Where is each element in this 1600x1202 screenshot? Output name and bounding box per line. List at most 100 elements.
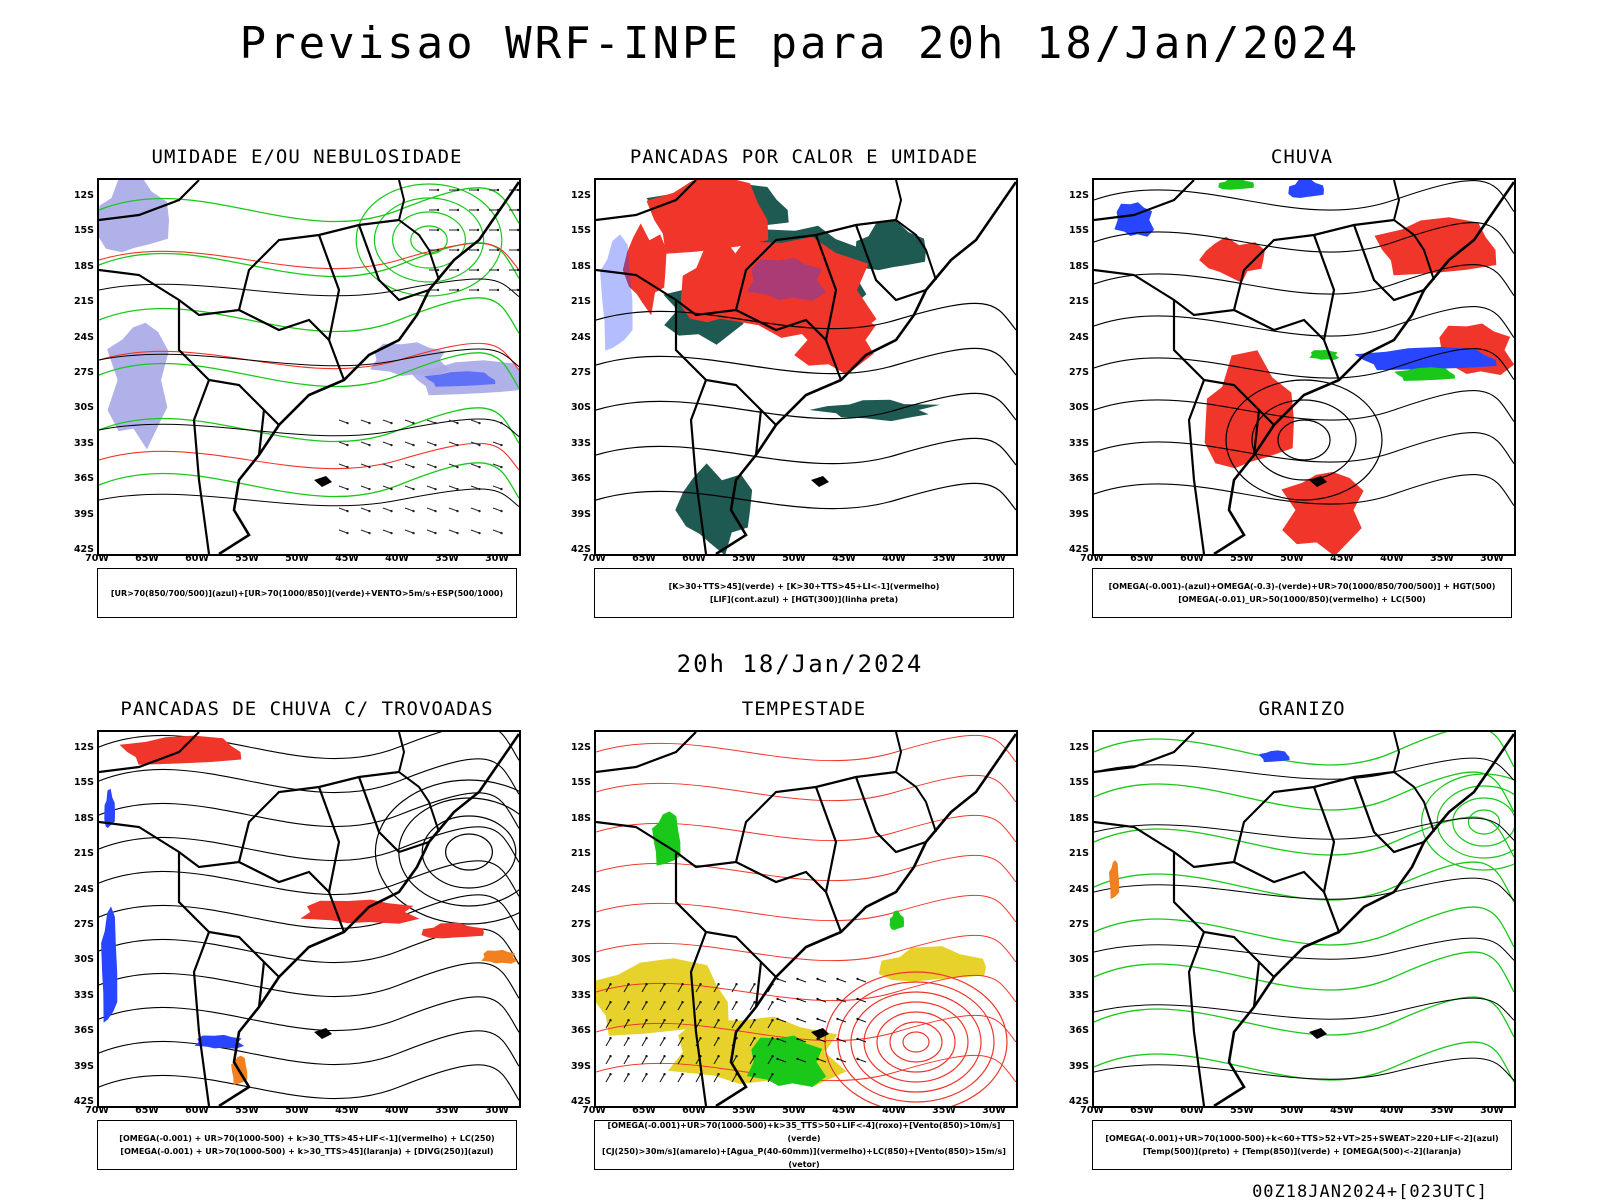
lon-tick-label: 50W [782, 553, 806, 564]
lat-tick-label: 15S [570, 225, 591, 237]
lat-tick-label: 12S [570, 742, 591, 753]
lon-tick-label: 70W [85, 1105, 109, 1116]
lon-tick-label: 55W [732, 1105, 756, 1116]
lon-tick-label: 40W [882, 1105, 906, 1116]
lat-tick-label: 33S [1068, 437, 1089, 449]
lat-tick-label: 30S [1068, 954, 1089, 966]
lat-tick-label: 12S [1068, 742, 1089, 753]
lat-tick-label: 15S [570, 777, 591, 789]
panel-title: GRANIZO [1258, 698, 1346, 720]
lat-tick-label: 15S [73, 777, 94, 789]
lon-tick-label: 60W [1180, 1105, 1204, 1116]
lat-tick-label: 21S [1068, 848, 1089, 860]
legend-line: [K>30+TTS>45](verde) + [K>30+TTS>45+LI<-… [668, 582, 940, 591]
lat-tick-label: 39S [73, 508, 94, 520]
lat-tick-label: 27S [73, 919, 94, 930]
lon-tick-label: 30W [485, 1105, 509, 1116]
legend-line: [CJ(250)>30m/s](amarelo)+[Agua_P(40-60mm… [602, 1147, 1006, 1169]
lat-tick-label: 36S [570, 473, 591, 485]
lat-tick-label: 18S [570, 812, 591, 824]
lon-tick-label: 45W [335, 553, 359, 564]
lat-tick-label: 24S [570, 331, 591, 343]
lat-tick-label: 12S [73, 190, 94, 201]
lon-tick-label: 55W [235, 553, 259, 564]
panel-title: UMIDADE E/OU NEBULOSIDADE [151, 146, 463, 168]
lat-tick-label: 39S [570, 508, 591, 520]
run-timestamp: 00Z18JAN2024+[023UTC] [1252, 1182, 1488, 1202]
lon-tick-label: 50W [782, 1105, 806, 1116]
map-panel [97, 178, 521, 556]
lon-tick-label: 35W [932, 553, 956, 564]
lon-tick-label: 45W [335, 1105, 359, 1116]
lon-tick-label: 60W [1180, 553, 1204, 564]
lat-tick-label: 42S [570, 1096, 591, 1107]
lat-tick-label: 33S [73, 437, 94, 449]
lon-tick-label: 45W [832, 1105, 856, 1116]
lat-tick-label: 42S [73, 544, 94, 555]
lon-tick-label: 65W [135, 1105, 159, 1116]
lat-tick-label: 18S [73, 260, 94, 272]
lat-tick-label: 24S [570, 883, 591, 895]
lon-tick-label: 65W [1130, 553, 1154, 564]
lon-tick-label: 35W [435, 553, 459, 564]
lat-tick-label: 18S [570, 260, 591, 272]
lat-tick-label: 33S [570, 437, 591, 449]
legend-line: [OMEGA(-0.001)+UR>70(1000-500)+k>35_TTS>… [607, 1121, 1001, 1143]
lat-tick-label: 21S [570, 296, 591, 308]
lon-tick-label: 50W [285, 1105, 309, 1116]
lon-tick-label: 40W [385, 1105, 409, 1116]
panel-legend: [OMEGA(-0.001) + UR>70(1000-500) + k>30_… [97, 1120, 517, 1170]
lat-tick-label: 39S [1068, 508, 1089, 520]
lat-tick-label: 30S [570, 954, 591, 966]
lon-tick-label: 70W [582, 1105, 606, 1116]
lon-tick-label: 60W [185, 553, 209, 564]
legend-line: [OMEGA(-0.001)-(azul)+OMEGA(-0.3)-(verde… [1108, 582, 1496, 591]
map-plot [1094, 180, 1514, 554]
lon-tick-label: 50W [1280, 553, 1304, 564]
lon-tick-label: 45W [832, 553, 856, 564]
panel-title: TEMPESTADE [741, 698, 867, 720]
lat-tick-label: 27S [570, 919, 591, 930]
lon-tick-label: 30W [485, 553, 509, 564]
lon-tick-label: 35W [1430, 1105, 1454, 1116]
lat-tick-label: 42S [73, 1096, 94, 1107]
panel-legend: [OMEGA(-0.001)-(azul)+OMEGA(-0.3)-(verde… [1092, 568, 1512, 618]
legend-line: [LIF](cont.azul) + [HGT(300)](linha pret… [709, 595, 899, 604]
panel-legend: [OMEGA(-0.001)+UR>70(1000-500)+k>35_TTS>… [594, 1120, 1014, 1170]
legend-line: [OMEGA(-0.001)+UR>70(1000-500)+k<60+TTS>… [1105, 1134, 1499, 1143]
lat-tick-label: 42S [570, 544, 591, 555]
lat-tick-label: 36S [73, 473, 94, 485]
lat-tick-label: 33S [1068, 989, 1089, 1001]
lon-tick-label: 65W [1130, 1105, 1154, 1116]
lat-tick-label: 18S [1068, 260, 1089, 272]
lon-tick-label: 35W [932, 1105, 956, 1116]
legend-line: [OMEGA(-0.01)_UR>50(1000/850)(vermelho) … [1178, 595, 1426, 604]
panel-title: PANCADAS POR CALOR E UMIDADE [629, 146, 979, 168]
panel-legend: [K>30+TTS>45](verde) + [K>30+TTS>45+LI<-… [594, 568, 1014, 618]
lat-tick-label: 30S [73, 954, 94, 966]
lat-tick-label: 21S [73, 848, 94, 860]
lat-tick-label: 24S [73, 883, 94, 895]
legend-line: [Temp(500)](preto) + [Temp(850)](verde) … [1142, 1147, 1462, 1156]
lat-tick-label: 27S [1068, 919, 1089, 930]
map-plot [99, 732, 519, 1106]
lat-tick-label: 18S [73, 812, 94, 824]
lon-tick-label: 50W [285, 553, 309, 564]
lon-tick-label: 65W [632, 1105, 656, 1116]
lat-tick-label: 24S [73, 331, 94, 343]
map-plot [596, 732, 1016, 1106]
panel-legend: [OMEGA(-0.001)+UR>70(1000-500)+k<60+TTS>… [1092, 1120, 1512, 1170]
legend-line: [OMEGA(-0.001) + UR>70(1000-500) + k>30_… [119, 1134, 495, 1143]
lon-tick-label: 40W [1380, 553, 1404, 564]
panel-legend: [UR>70(850/700/500)](azul)+[UR>70(1000/8… [97, 568, 517, 618]
lon-tick-label: 40W [882, 553, 906, 564]
lon-tick-label: 70W [85, 553, 109, 564]
lat-tick-label: 15S [73, 225, 94, 237]
map-panel [1092, 178, 1516, 556]
lon-tick-label: 40W [385, 553, 409, 564]
map-panel [594, 178, 1018, 556]
lat-tick-label: 21S [1068, 296, 1089, 308]
lat-tick-label: 12S [570, 190, 591, 201]
lat-tick-label: 33S [570, 989, 591, 1001]
lat-tick-label: 33S [73, 989, 94, 1001]
